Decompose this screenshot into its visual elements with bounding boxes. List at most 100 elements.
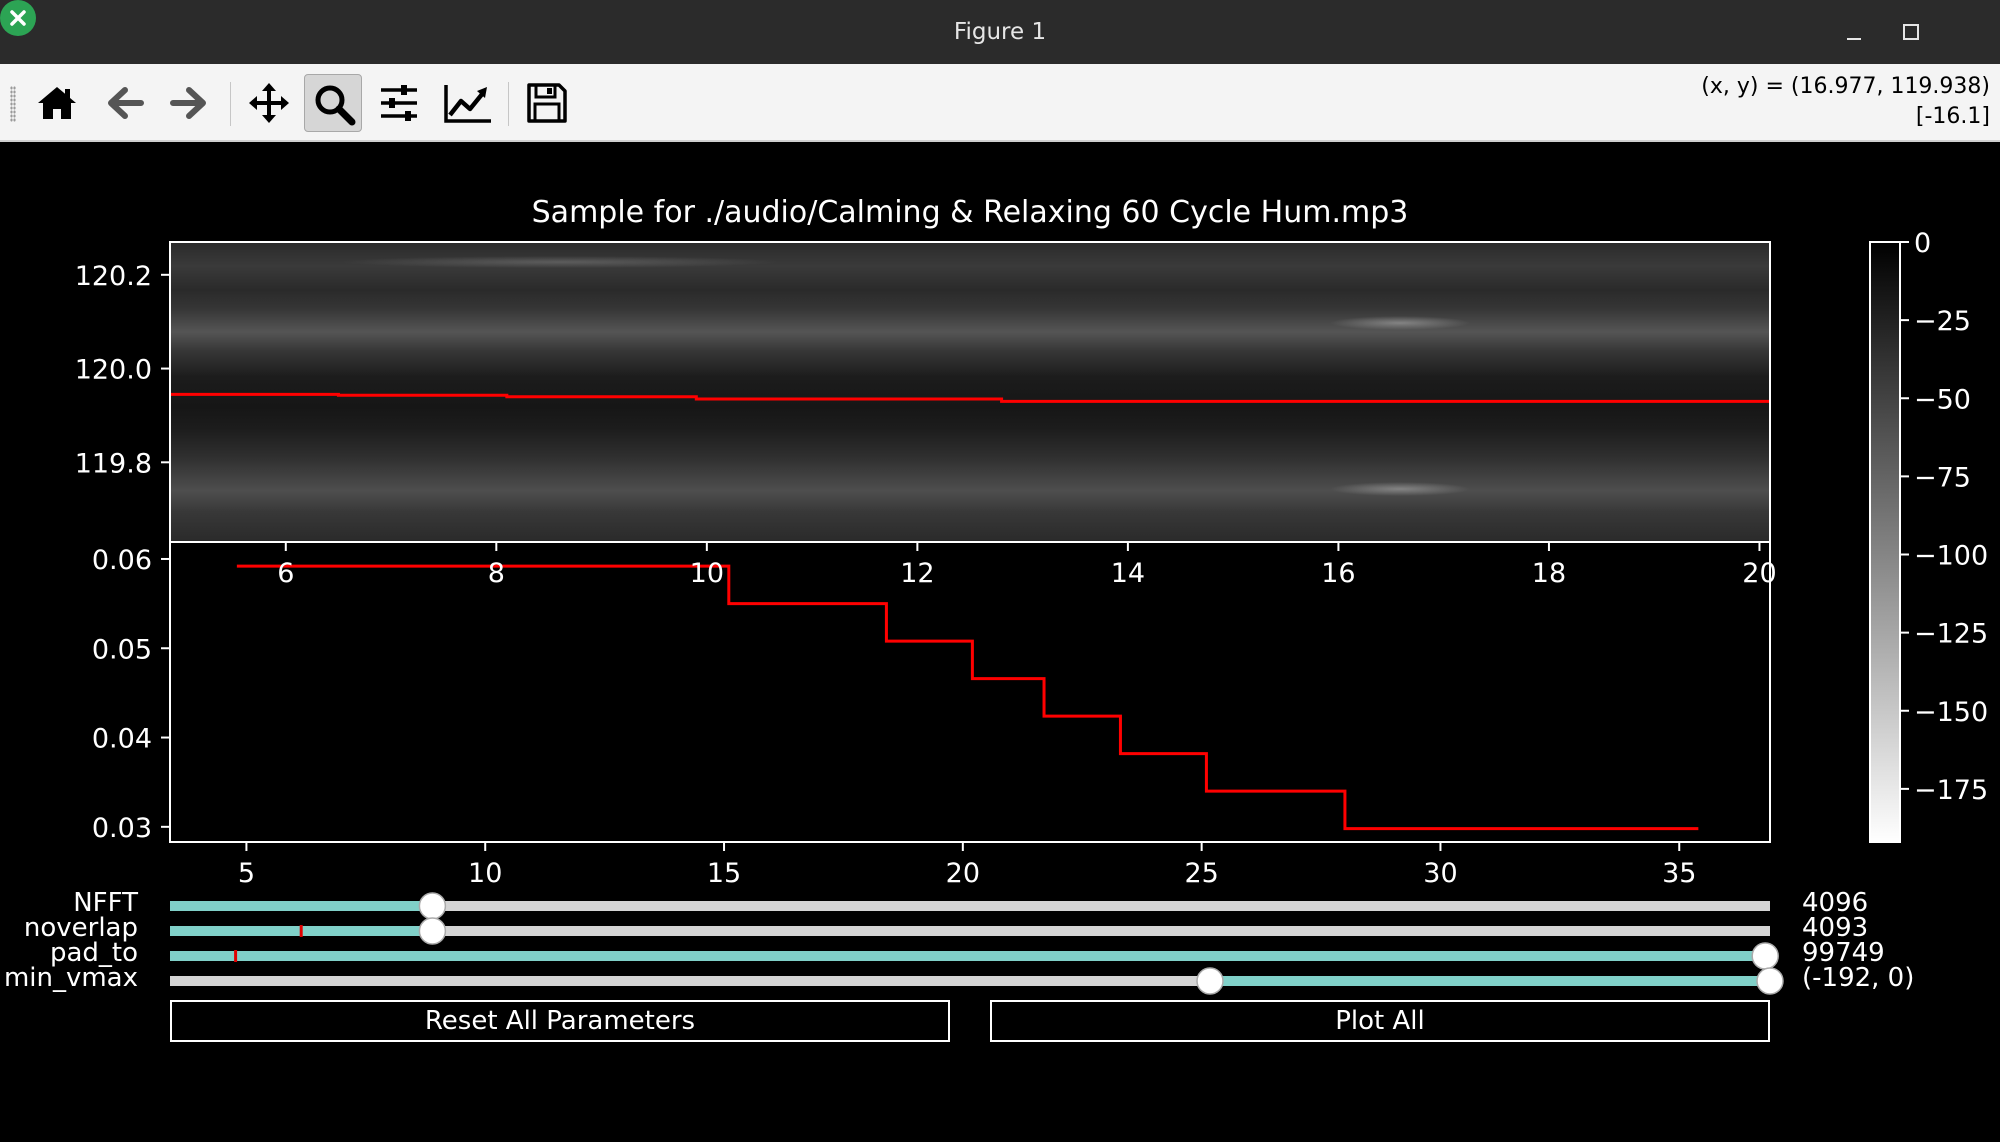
slider-handle[interactable]: [1196, 967, 1224, 995]
back-button[interactable]: [96, 74, 154, 132]
colorbar-tick-label: −50: [1914, 384, 1971, 415]
x-tick-label: 25: [1184, 858, 1218, 889]
y-tick-label: 120.0: [75, 355, 152, 386]
coords-xy: (x, y) = (16.977, 119.938): [1701, 74, 1990, 99]
colorbar-tick-label: −125: [1914, 619, 1988, 650]
toolbar-separator: [230, 82, 231, 126]
figure-svg[interactable]: Sample for ./audio/Calming & Relaxing 60…: [0, 144, 2000, 1142]
y-tick-label: 0.06: [92, 545, 152, 576]
save-icon: [527, 83, 567, 123]
minimize-icon: [1847, 38, 1861, 40]
colorbar-frame: [1869, 241, 1901, 843]
slider-handle[interactable]: [1751, 942, 1779, 970]
colorbar-tick-label: −175: [1914, 775, 1988, 806]
reset-all-parameters-button[interactable]: Reset All Parameters: [170, 1000, 950, 1042]
y-tick-label: 0.03: [92, 813, 152, 844]
slider-noverlap[interactable]: [170, 917, 1770, 945]
slider-handle[interactable]: [418, 892, 447, 920]
slider-label-min-vmax: min_vmax: [3, 963, 138, 993]
maximize-button[interactable]: [1893, 14, 1929, 50]
x-tick-label: 16: [1321, 558, 1355, 589]
plot-all-button[interactable]: Plot All: [990, 1000, 1770, 1042]
back-arrow-icon: [108, 87, 144, 119]
window-titlebar: Figure 1: [0, 0, 2000, 64]
forward-button[interactable]: [160, 74, 218, 132]
x-tick-label: 12: [900, 558, 934, 589]
x-tick-label: 10: [690, 558, 724, 589]
spectrogram-image: [170, 242, 1770, 542]
subplots-icon: [381, 85, 417, 121]
slider-value-noverlap: 4093: [1802, 913, 1869, 943]
minimize-button[interactable]: [1836, 14, 1872, 50]
spectrogram-axes[interactable]: 119.8 120.0 120.2: [75, 241, 1771, 543]
save-button[interactable]: [518, 74, 576, 132]
x-tick-label: 18: [1532, 558, 1566, 589]
colorbar-tick-label: −100: [1914, 541, 1988, 572]
customize-button[interactable]: [436, 74, 494, 132]
x-tick-label: 8: [488, 558, 505, 589]
colorbar-tick-label: −150: [1914, 697, 1988, 728]
x-tick-label: 6: [277, 558, 294, 589]
pan-icon: [249, 83, 289, 123]
step-line-series: [236, 564, 1699, 831]
line-plot-frame: [169, 541, 1771, 843]
home-icon: [38, 87, 76, 119]
forward-arrow-icon: [170, 87, 206, 119]
colorbar-gradient: [1870, 242, 1900, 842]
slider-value-nfft: 4096: [1802, 888, 1869, 918]
slider-fill: [170, 951, 1766, 961]
slider-label-nfft: NFFT: [73, 888, 138, 918]
slider-track[interactable]: [170, 976, 1770, 986]
cursor-coordinates: (x, y) = (16.977, 119.938) [-16.1]: [1701, 72, 1990, 132]
slider-handle[interactable]: [1756, 967, 1784, 995]
x-tick-label: 5: [238, 858, 255, 889]
toolbar-grip[interactable]: [10, 86, 16, 122]
colorbar-tick-label: −75: [1914, 462, 1971, 493]
pan-button[interactable]: [240, 74, 298, 132]
slider-handle[interactable]: [418, 917, 447, 945]
chart-title: Sample for ./audio/Calming & Relaxing 60…: [532, 195, 1409, 230]
figure-canvas[interactable]: Sample for ./audio/Calming & Relaxing 60…: [0, 144, 2000, 1142]
slider-label-noverlap: noverlap: [23, 913, 138, 943]
slider-fill: [170, 901, 433, 911]
coords-value: [-16.1]: [1915, 104, 1990, 129]
colorbar-tick-label: 0: [1914, 228, 1931, 259]
zoom-icon: [315, 85, 356, 126]
line-plot-axes[interactable]: 0.03 0.04 0.05 0.06 5 10 15 20 25 30 35: [92, 541, 1771, 889]
subplots-button[interactable]: [370, 74, 428, 132]
y-tick-label: 0.04: [92, 724, 152, 755]
slider-track[interactable]: [170, 901, 1770, 911]
slider-nfft[interactable]: [170, 892, 1770, 920]
x-tick-label: 10: [468, 858, 502, 889]
spectrogram-highlight: [340, 256, 780, 268]
slider-fill: [1210, 976, 1770, 986]
toolbar-separator: [508, 82, 509, 126]
close-icon: [10, 10, 26, 26]
close-button[interactable]: [0, 0, 36, 36]
maximize-icon: [1903, 24, 1919, 40]
spectrogram-highlight: [1330, 482, 1470, 496]
slider-pad-to[interactable]: [170, 942, 1779, 970]
x-tick-label: 20: [946, 858, 980, 889]
parameter-sliders[interactable]: [170, 892, 1784, 995]
edit-axis-icon: [444, 85, 491, 123]
x-tick-label: 15: [707, 858, 741, 889]
slider-value-min-vmax: (-192, 0): [1802, 963, 1915, 993]
slider-initial-marker: [234, 950, 238, 962]
slider-value-pad-to: 99749: [1802, 938, 1885, 968]
home-button[interactable]: [28, 74, 86, 132]
line-plot-background: [170, 542, 1770, 842]
y-tick-label: 119.8: [75, 448, 152, 479]
spectrogram-peak-line: [170, 392, 1770, 403]
colorbar: 0 −25 −50 −75 −100 −125 −150 −175: [1869, 228, 1988, 843]
slider-initial-marker: [299, 925, 303, 937]
slider-track[interactable]: [170, 926, 1770, 936]
x-tick-label: 20: [1742, 558, 1776, 589]
y-tick-label: 120.2: [75, 261, 152, 292]
slider-label-pad-to: pad_to: [49, 938, 138, 968]
window-title: Figure 1: [953, 19, 1047, 45]
x-tick-label: 35: [1662, 858, 1696, 889]
toolbar: (x, y) = (16.977, 119.938) [-16.1]: [0, 64, 2000, 142]
slider-min-vmax[interactable]: [170, 967, 1784, 995]
zoom-button[interactable]: [304, 74, 362, 132]
